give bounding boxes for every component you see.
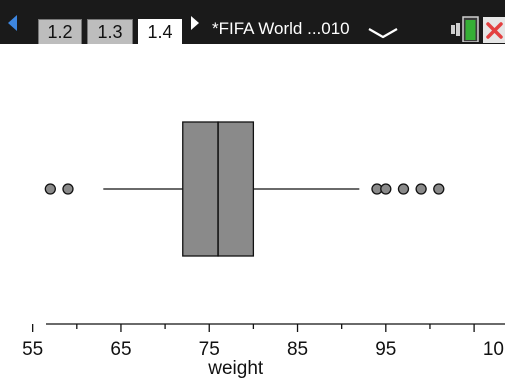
left-arrow-icon[interactable]: [8, 15, 17, 31]
outlier-point[interactable]: [44, 183, 56, 195]
outlier-point[interactable]: [62, 183, 74, 195]
box-lower-half[interactable]: [182, 121, 219, 257]
right-arrow-icon[interactable]: [191, 16, 199, 30]
x-axis-ticks: 55 65 75 85 95 10: [22, 324, 504, 360]
tab-1-2[interactable]: 1.2: [38, 19, 82, 44]
x-axis-title: weight: [207, 358, 264, 378]
outlier-point[interactable]: [415, 183, 427, 195]
box-plot-chart: 55 65 75 85 95 10 weight: [22, 121, 505, 378]
outlier-point[interactable]: [397, 183, 410, 195]
battery-icon: [451, 16, 479, 42]
tab-1-4-active[interactable]: 1.4: [138, 19, 182, 44]
tab-1-3[interactable]: 1.3: [87, 19, 133, 44]
top-toolbar: 1.2 1.3 1.4 *FIFA World ...010: [0, 0, 505, 44]
x-tick-label: 55: [22, 339, 43, 360]
outlier-point[interactable]: [380, 183, 392, 195]
x-tick-label: 95: [375, 339, 396, 360]
x-tick-label: 85: [287, 339, 308, 360]
x-tick-label: 10: [483, 339, 504, 360]
outlier-points: [44, 183, 445, 195]
document-title[interactable]: *FIFA World ...010: [212, 19, 350, 38]
x-tick-label: 75: [199, 339, 220, 360]
x-tick-label: 65: [110, 339, 131, 360]
chevron-down-icon[interactable]: [367, 26, 399, 40]
close-icon[interactable]: [483, 17, 505, 43]
box-upper-half[interactable]: [217, 121, 255, 257]
outlier-point[interactable]: [433, 183, 445, 195]
